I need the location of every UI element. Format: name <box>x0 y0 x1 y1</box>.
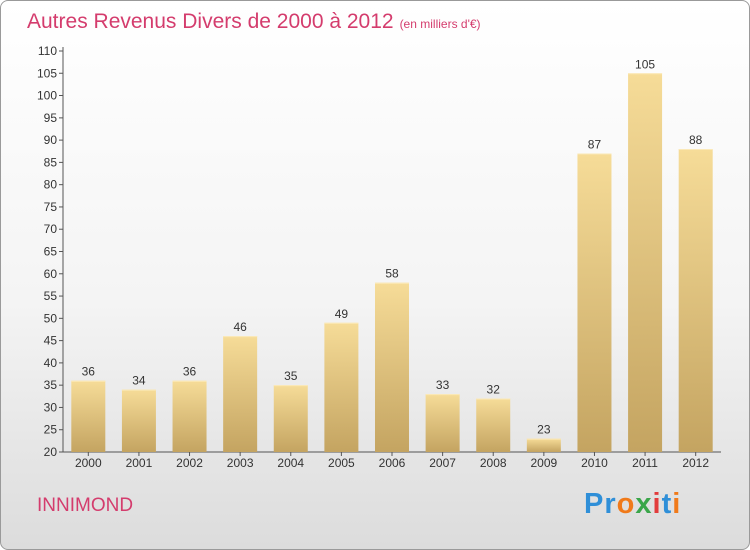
data-label: 105 <box>635 57 655 71</box>
y-tick-label: 105 <box>37 66 57 80</box>
data-label: 36 <box>82 365 96 379</box>
logo-letter: i <box>652 488 662 520</box>
logo-letter: i <box>672 488 682 520</box>
y-tick-label: 60 <box>44 267 58 281</box>
y-tick-label: 70 <box>44 222 58 236</box>
bar <box>526 438 561 452</box>
data-label: 36 <box>183 365 197 379</box>
bar <box>577 153 612 452</box>
bar <box>71 380 106 452</box>
data-label: 46 <box>233 320 247 334</box>
logo-letter: r <box>604 488 617 520</box>
x-tick-label: 2003 <box>227 456 254 470</box>
x-tick-label: 2002 <box>176 456 203 470</box>
y-tick-label: 35 <box>44 378 58 392</box>
bar <box>375 282 409 452</box>
x-tick-label: 2008 <box>480 456 507 470</box>
chart-title: Autres Revenus Divers de 2000 à 2012 <box>27 10 394 33</box>
bar <box>324 322 359 452</box>
x-tick-label: 2009 <box>530 456 557 470</box>
bar <box>425 394 460 452</box>
y-tick-label: 65 <box>44 245 58 259</box>
x-tick-label: 2004 <box>277 456 304 470</box>
data-label: 34 <box>132 374 146 388</box>
title-row: Autres Revenus Divers de 2000 à 2012 (en … <box>27 10 481 34</box>
x-tick-label: 2010 <box>581 456 608 470</box>
y-tick-label: 30 <box>44 400 58 414</box>
data-label: 33 <box>436 378 450 392</box>
y-tick-label: 50 <box>44 311 58 325</box>
x-tick-label: 2006 <box>379 456 406 470</box>
commune-name: INNIMOND <box>37 495 134 516</box>
proxiti-logo: Proxiti <box>584 488 681 521</box>
y-tick-label: 95 <box>44 111 58 125</box>
y-tick-label: 100 <box>37 89 57 103</box>
logo-letter: x <box>635 488 653 520</box>
logo-letter: P <box>584 488 605 520</box>
x-tick-label: 2000 <box>75 456 102 470</box>
bar <box>628 73 663 453</box>
data-label: 49 <box>335 307 349 321</box>
y-tick-label: 85 <box>44 155 58 169</box>
bar <box>223 336 258 452</box>
data-label: 87 <box>588 137 602 151</box>
data-label: 88 <box>689 133 703 147</box>
data-label: 58 <box>385 267 399 281</box>
y-tick-label: 55 <box>44 289 58 303</box>
x-tick-label: 2011 <box>632 456 658 470</box>
bar <box>172 380 207 452</box>
bars: 36 2000 34 2001 36 2002 46 2003 35 2004 49 2005 58 20… <box>71 57 713 470</box>
bar <box>678 149 713 452</box>
y-tick-label: 75 <box>44 200 58 214</box>
logo-letter: t <box>661 488 673 520</box>
y-tick-label: 90 <box>44 133 58 147</box>
data-label: 32 <box>487 383 501 397</box>
bar <box>121 389 156 452</box>
data-label: 23 <box>537 423 551 437</box>
x-tick-label: 2012 <box>682 456 709 470</box>
y-tick-label: 25 <box>44 423 58 437</box>
y-tick-label: 40 <box>44 356 58 370</box>
y-tick-label: 110 <box>38 44 57 58</box>
x-tick-label: 2005 <box>328 456 355 470</box>
bar <box>273 385 308 452</box>
logo-letter: o <box>616 488 636 520</box>
x-tick-label: 2007 <box>429 456 456 470</box>
x-tick-label: 2001 <box>126 456 153 470</box>
bar <box>476 398 511 452</box>
data-label: 35 <box>284 369 298 383</box>
y-tick-label: 20 <box>44 445 58 459</box>
chart-subtitle: (en milliers d'€) <box>399 17 481 31</box>
y-tick-label: 45 <box>44 334 58 348</box>
y-tick-label: 80 <box>44 178 58 192</box>
